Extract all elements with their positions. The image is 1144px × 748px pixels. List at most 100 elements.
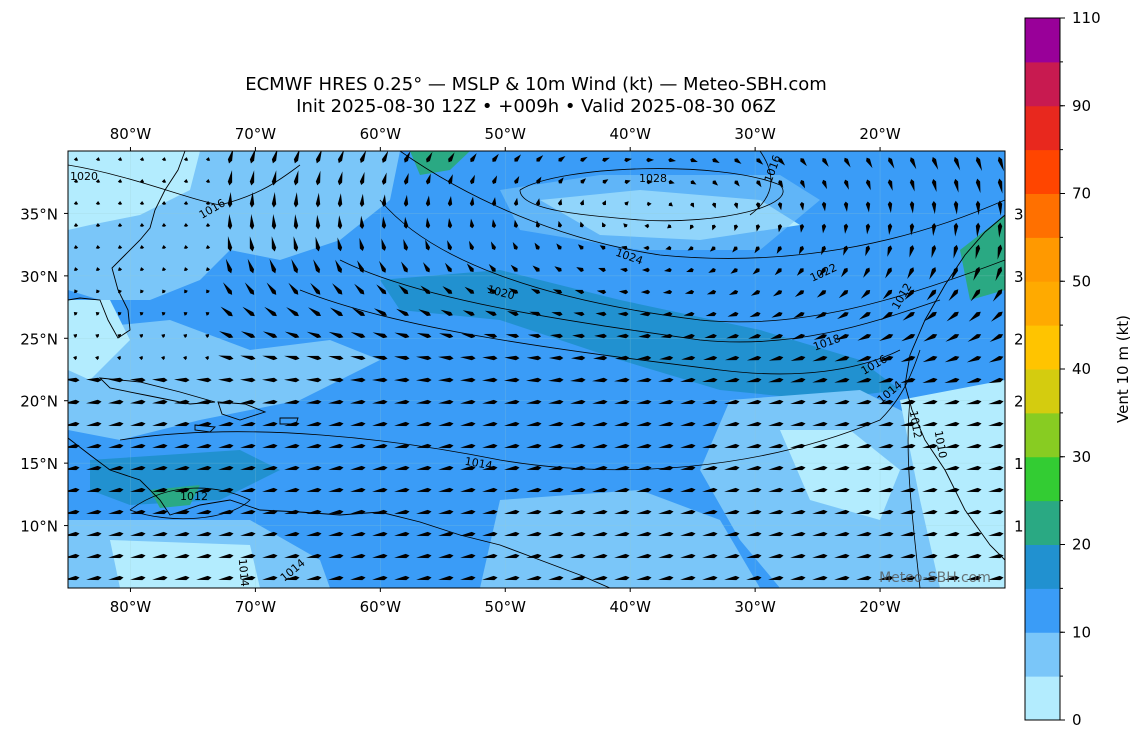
- wind-arrow: [834, 465, 850, 471]
- wind-arrow: [460, 531, 476, 537]
- wind-arrow: [816, 290, 827, 298]
- wind-arrow: [746, 553, 762, 559]
- wind-arrow: [196, 553, 212, 559]
- wind-arrow: [592, 509, 608, 515]
- wind-arrow: [614, 553, 630, 559]
- wind-arrow: [86, 553, 102, 559]
- wind-arrow: [856, 487, 872, 493]
- colorbar-label: Vent 10 m (kt): [1114, 315, 1132, 423]
- wind-arrow: [152, 531, 168, 537]
- wind-arrow: [746, 575, 762, 581]
- wind-arrow: [680, 487, 696, 493]
- wind-arrow: [460, 575, 476, 581]
- wind-arrow: [174, 509, 190, 515]
- wind-arrow: [746, 465, 762, 471]
- wind-arrow: [922, 443, 938, 449]
- wind-arrow: [95, 223, 101, 227]
- wind-arrow: [130, 421, 146, 427]
- wind-arrow: [690, 157, 698, 163]
- wind-arrow: [86, 443, 102, 449]
- wind-arrow: [293, 151, 300, 164]
- wind-arrow: [668, 157, 676, 163]
- wind-arrow: [680, 531, 696, 537]
- wind-arrow: [482, 443, 498, 449]
- wind-arrow: [68, 509, 80, 515]
- wind-arrow: [504, 421, 520, 427]
- wind-arrow: [904, 289, 915, 300]
- wind-arrow: [900, 399, 916, 405]
- wind-arrow: [931, 157, 939, 170]
- wind-arrow: [403, 216, 409, 229]
- wind-arrow: [328, 399, 344, 405]
- wind-arrow: [416, 531, 432, 537]
- wind-arrow: [572, 333, 585, 339]
- wind-arrow: [838, 290, 849, 299]
- wind-arrow: [218, 355, 234, 361]
- colorbar-bin: [1025, 369, 1060, 414]
- wind-arrow: [438, 531, 454, 537]
- wind-arrow: [602, 157, 610, 163]
- wind-arrow: [776, 246, 782, 254]
- wind-arrow: [592, 553, 608, 559]
- wind-arrow: [447, 218, 453, 229]
- wind-arrow: [778, 158, 786, 166]
- wind-arrow: [161, 157, 167, 161]
- wind-arrow: [900, 421, 916, 427]
- wind-arrow: [548, 531, 564, 537]
- wind-arrow: [526, 399, 542, 405]
- wind-arrow: [734, 158, 742, 164]
- isobar: [379, 199, 1005, 323]
- wind-arrow: [284, 531, 300, 537]
- wind-arrow: [139, 334, 143, 338]
- wind-arrow: [227, 214, 233, 230]
- wind-arrow: [350, 509, 366, 515]
- wind-arrow: [218, 377, 234, 383]
- wind-arrow: [328, 355, 344, 361]
- wind-arrow: [690, 202, 695, 208]
- wind-arrow: [968, 311, 981, 322]
- wind-arrow: [372, 465, 388, 471]
- lon-label: 30°W: [734, 125, 776, 143]
- wind-arrow: [504, 355, 520, 361]
- wind-arrow: [161, 334, 165, 338]
- wind-arrow: [381, 151, 389, 163]
- wind-arrow: [440, 309, 453, 317]
- wind-arrow: [812, 509, 828, 515]
- wind-arrow: [262, 331, 278, 339]
- wind-arrow: [513, 219, 519, 228]
- lon-label: 30°W: [734, 598, 776, 616]
- wind-arrow: [262, 443, 278, 449]
- colorbar-tick-label: 0: [1072, 711, 1082, 729]
- wind-arrow: [907, 267, 914, 280]
- wind-arrow: [108, 553, 124, 559]
- wind-arrow: [944, 509, 960, 515]
- wind-arrow: [227, 151, 234, 164]
- wind-arrow: [878, 377, 894, 383]
- wind-arrow: [293, 236, 299, 252]
- wind-arrow: [812, 553, 828, 559]
- wind-arrow: [574, 289, 585, 295]
- wind-arrow: [617, 311, 629, 317]
- wind-arrow: [222, 282, 233, 295]
- wind-arrow: [705, 311, 717, 317]
- wind-arrow: [108, 421, 124, 427]
- wind-arrow: [227, 236, 233, 252]
- wind-arrow: [641, 267, 650, 273]
- wind-arrow: [724, 465, 740, 471]
- wind-arrow: [196, 531, 212, 537]
- isobar: [299, 289, 901, 375]
- wind-arrow: [328, 331, 344, 339]
- wind-arrow: [227, 170, 233, 186]
- wind-arrow: [161, 223, 167, 227]
- wind-arrow: [711, 202, 717, 209]
- wind-arrow: [602, 179, 609, 184]
- wind-arrow: [504, 443, 520, 449]
- wind-arrow: [966, 487, 982, 493]
- wind-arrow: [359, 151, 366, 163]
- wind-arrow: [403, 194, 409, 207]
- wind-arrow: [944, 377, 960, 384]
- wind-arrow: [359, 215, 365, 230]
- wind-arrow: [262, 377, 278, 383]
- wind-arrow: [944, 421, 960, 427]
